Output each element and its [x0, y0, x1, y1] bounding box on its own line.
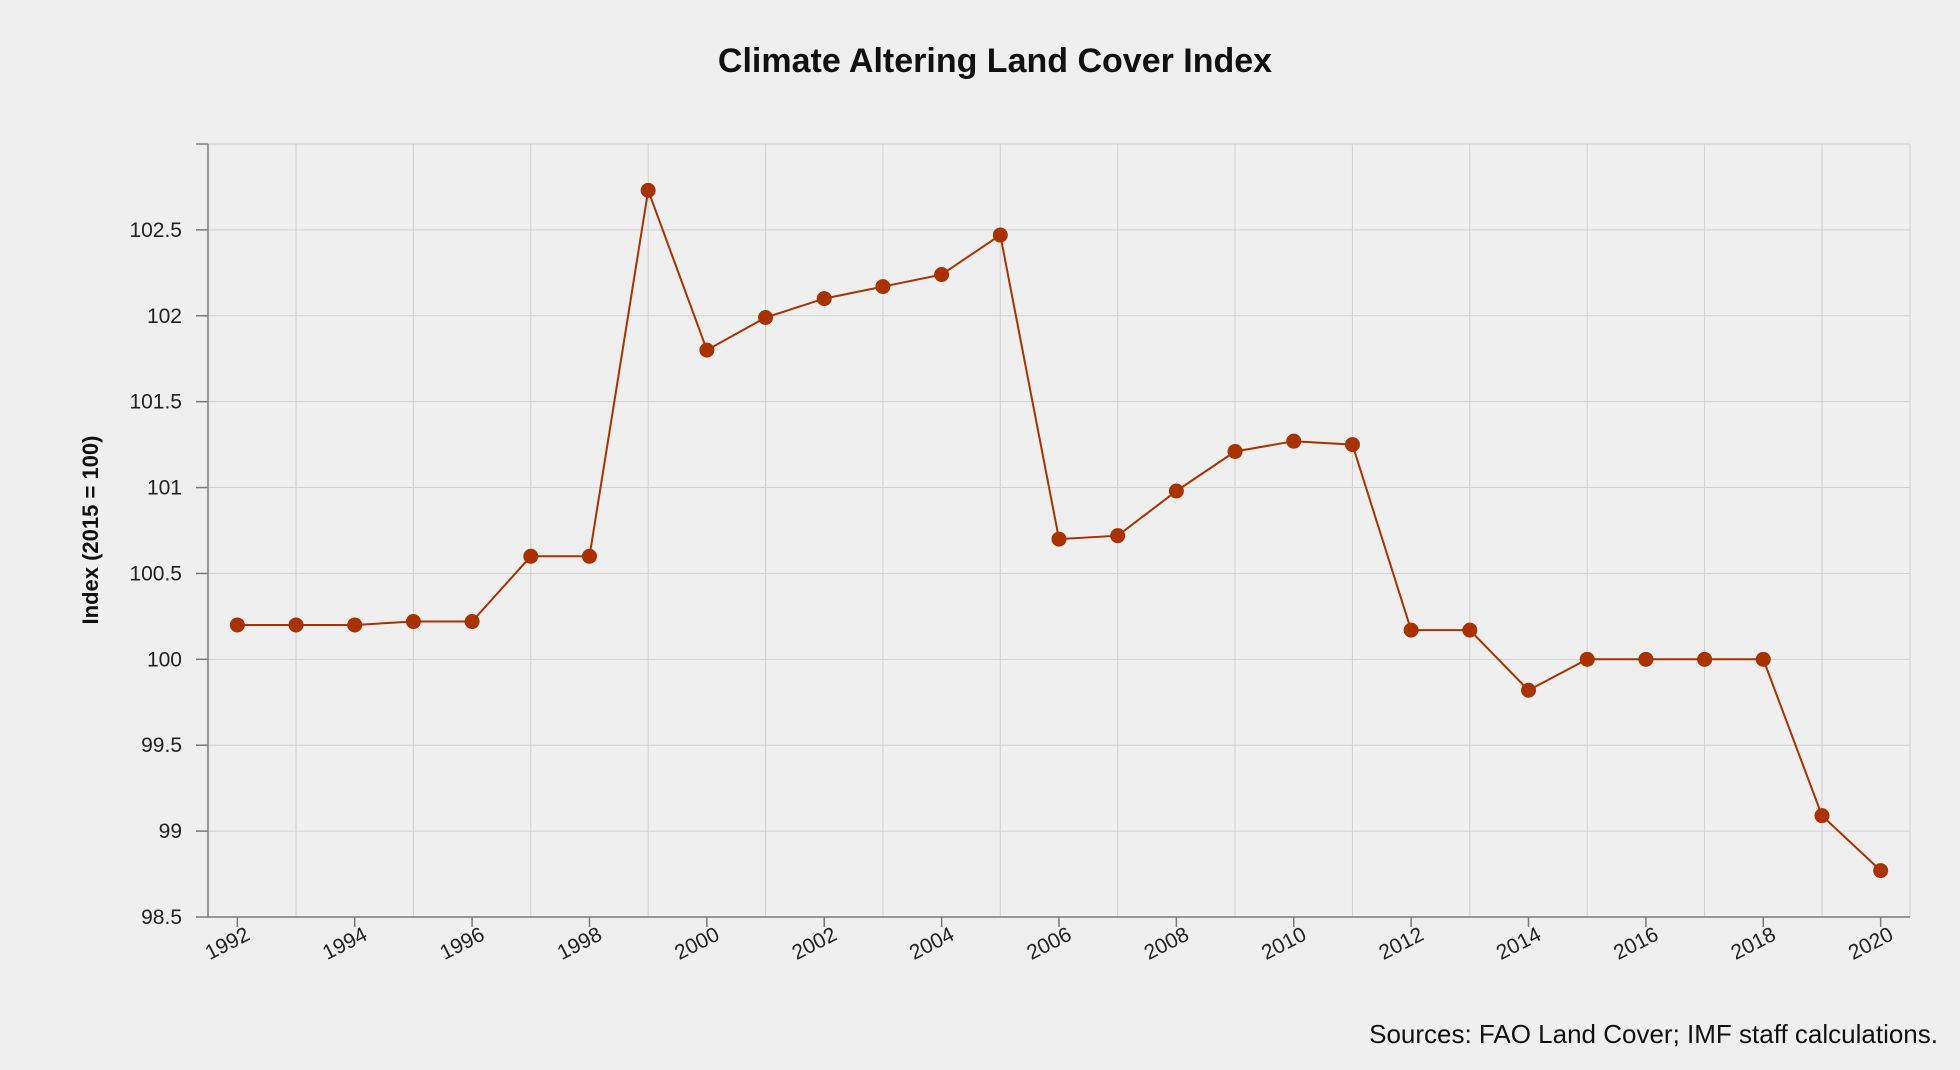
- data-point: [758, 309, 774, 325]
- chart-title: Climate Altering Land Cover Index: [718, 42, 1272, 80]
- data-point: [934, 267, 950, 283]
- x-tick-label: 1998: [554, 923, 606, 965]
- data-point: [640, 182, 656, 198]
- y-tick-label: 101: [147, 477, 182, 500]
- y-tick-label: 102: [147, 305, 182, 328]
- y-tick-label: 98.5: [141, 906, 182, 929]
- series-line: [237, 186, 1882, 872]
- x-tick-label: 1996: [436, 923, 488, 965]
- y-axis-label: Index (2015 = 100): [78, 436, 103, 625]
- data-point: [464, 614, 480, 630]
- data-point: [699, 342, 715, 358]
- x-tick-label: 1994: [319, 923, 371, 965]
- data-point: [1110, 528, 1126, 544]
- x-tick-label: 2000: [671, 923, 723, 965]
- x-tick-label: 2008: [1141, 923, 1193, 965]
- data-point: [1638, 651, 1654, 667]
- y-tick-label: 100.5: [129, 562, 182, 585]
- y-tick-label: 99.5: [141, 734, 182, 757]
- y-tick-label: 100: [147, 648, 182, 671]
- x-tick-label: 1992: [202, 923, 254, 965]
- data-point: [1521, 682, 1537, 698]
- data-point: [992, 227, 1008, 243]
- data-point: [1344, 437, 1360, 453]
- data-point: [1227, 443, 1243, 459]
- data-point: [1697, 651, 1713, 667]
- x-tick-label: 2004: [906, 923, 958, 965]
- x-axis-ticks: 1992 1994 1996 1998 2000 2002 2004 2006 2008 2010…: [202, 923, 1897, 965]
- x-tick-label: 2018: [1727, 923, 1779, 965]
- data-point: [1755, 651, 1771, 667]
- data-point: [288, 617, 304, 633]
- series: [229, 182, 1889, 879]
- data-point: [405, 614, 421, 630]
- x-tick-label: 2002: [788, 923, 840, 965]
- data-point: [1403, 622, 1419, 638]
- grid: [208, 143, 1911, 918]
- data-point: [347, 617, 363, 633]
- x-tick-label: 2014: [1493, 923, 1545, 965]
- data-point: [1286, 433, 1302, 449]
- data-point: [1579, 651, 1595, 667]
- data-point: [1814, 808, 1830, 824]
- x-tick-label: 2012: [1375, 923, 1427, 965]
- y-axis-ticks: 98.5 99 99.5 100 100.5 101 101.5 102 102.5: [129, 219, 182, 929]
- y-tick-label: 101.5: [129, 391, 182, 414]
- x-tick-label: 2006: [1023, 923, 1075, 965]
- data-point: [816, 291, 832, 307]
- data-point: [523, 548, 539, 564]
- data-point: [1168, 483, 1184, 499]
- x-tick-label: 2020: [1845, 923, 1897, 965]
- x-tick-label: 2010: [1258, 923, 1310, 965]
- x-tick-label: 2016: [1610, 923, 1662, 965]
- data-point: [581, 548, 597, 564]
- data-point: [229, 617, 245, 633]
- data-point: [1462, 622, 1478, 638]
- source-note: Sources: FAO Land Cover; IMF staff calcu…: [1369, 1019, 1938, 1049]
- data-point: [1873, 863, 1889, 879]
- y-tick-label: 102.5: [129, 219, 182, 242]
- y-tick-label: 99: [159, 820, 182, 843]
- data-point: [1051, 531, 1067, 547]
- axes: [196, 143, 1910, 927]
- data-point: [875, 279, 891, 295]
